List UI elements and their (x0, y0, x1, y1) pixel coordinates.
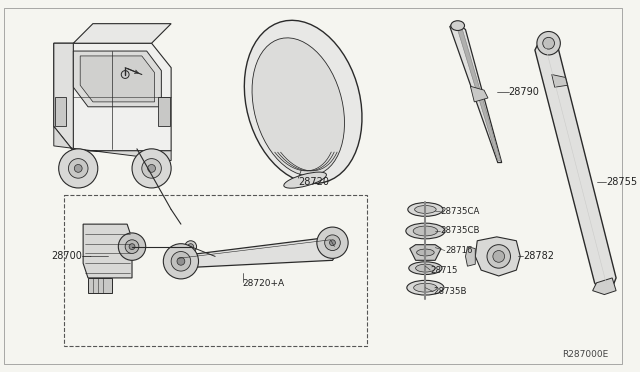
Polygon shape (465, 247, 476, 266)
Circle shape (171, 251, 191, 271)
Circle shape (121, 71, 129, 78)
Polygon shape (476, 237, 520, 276)
Polygon shape (88, 278, 113, 293)
Text: 28720+A: 28720+A (243, 279, 285, 288)
Polygon shape (54, 43, 74, 151)
Circle shape (68, 158, 88, 178)
Ellipse shape (415, 264, 435, 272)
FancyBboxPatch shape (55, 97, 67, 126)
Circle shape (177, 257, 185, 265)
Polygon shape (552, 74, 568, 87)
Circle shape (493, 251, 504, 262)
Ellipse shape (406, 223, 445, 239)
Circle shape (142, 158, 161, 178)
Ellipse shape (408, 203, 443, 216)
Circle shape (188, 244, 194, 250)
FancyBboxPatch shape (159, 97, 170, 126)
Polygon shape (457, 26, 500, 161)
Polygon shape (74, 51, 161, 107)
Text: 28782: 28782 (523, 251, 554, 262)
Polygon shape (593, 278, 616, 295)
Text: R287000E: R287000E (562, 350, 608, 359)
Text: 28735CB: 28735CB (440, 227, 479, 235)
Text: 28735B: 28735B (433, 287, 467, 296)
Polygon shape (54, 126, 171, 161)
Text: 28715: 28715 (430, 266, 458, 275)
Circle shape (132, 149, 171, 188)
Ellipse shape (407, 280, 444, 295)
Ellipse shape (284, 172, 326, 188)
Circle shape (163, 244, 198, 279)
Polygon shape (80, 56, 154, 102)
Polygon shape (252, 38, 344, 176)
Polygon shape (535, 35, 616, 291)
Polygon shape (168, 237, 340, 268)
Circle shape (330, 240, 335, 246)
Circle shape (148, 164, 156, 172)
Circle shape (324, 235, 340, 251)
Circle shape (118, 233, 146, 260)
Polygon shape (83, 224, 132, 278)
Circle shape (59, 149, 98, 188)
Circle shape (537, 32, 561, 55)
Text: 28700—: 28700— (51, 251, 92, 262)
Circle shape (487, 245, 511, 268)
Polygon shape (244, 20, 362, 183)
Circle shape (129, 244, 135, 250)
Text: 28735CA: 28735CA (440, 207, 479, 216)
Ellipse shape (413, 226, 438, 236)
Ellipse shape (413, 283, 437, 292)
Circle shape (185, 241, 196, 253)
Polygon shape (410, 245, 441, 260)
Ellipse shape (409, 262, 442, 275)
Polygon shape (74, 24, 171, 43)
Polygon shape (54, 43, 171, 151)
Ellipse shape (417, 249, 434, 256)
Text: 28790: 28790 (509, 87, 540, 97)
Text: 28755: 28755 (606, 177, 637, 187)
Ellipse shape (451, 21, 465, 31)
Text: 28720: 28720 (298, 177, 329, 187)
Circle shape (543, 37, 554, 49)
Ellipse shape (415, 206, 436, 214)
Polygon shape (450, 22, 502, 163)
Circle shape (74, 164, 82, 172)
Polygon shape (470, 86, 488, 102)
Text: 28716: 28716 (445, 246, 472, 255)
Circle shape (125, 240, 139, 253)
Circle shape (317, 227, 348, 259)
